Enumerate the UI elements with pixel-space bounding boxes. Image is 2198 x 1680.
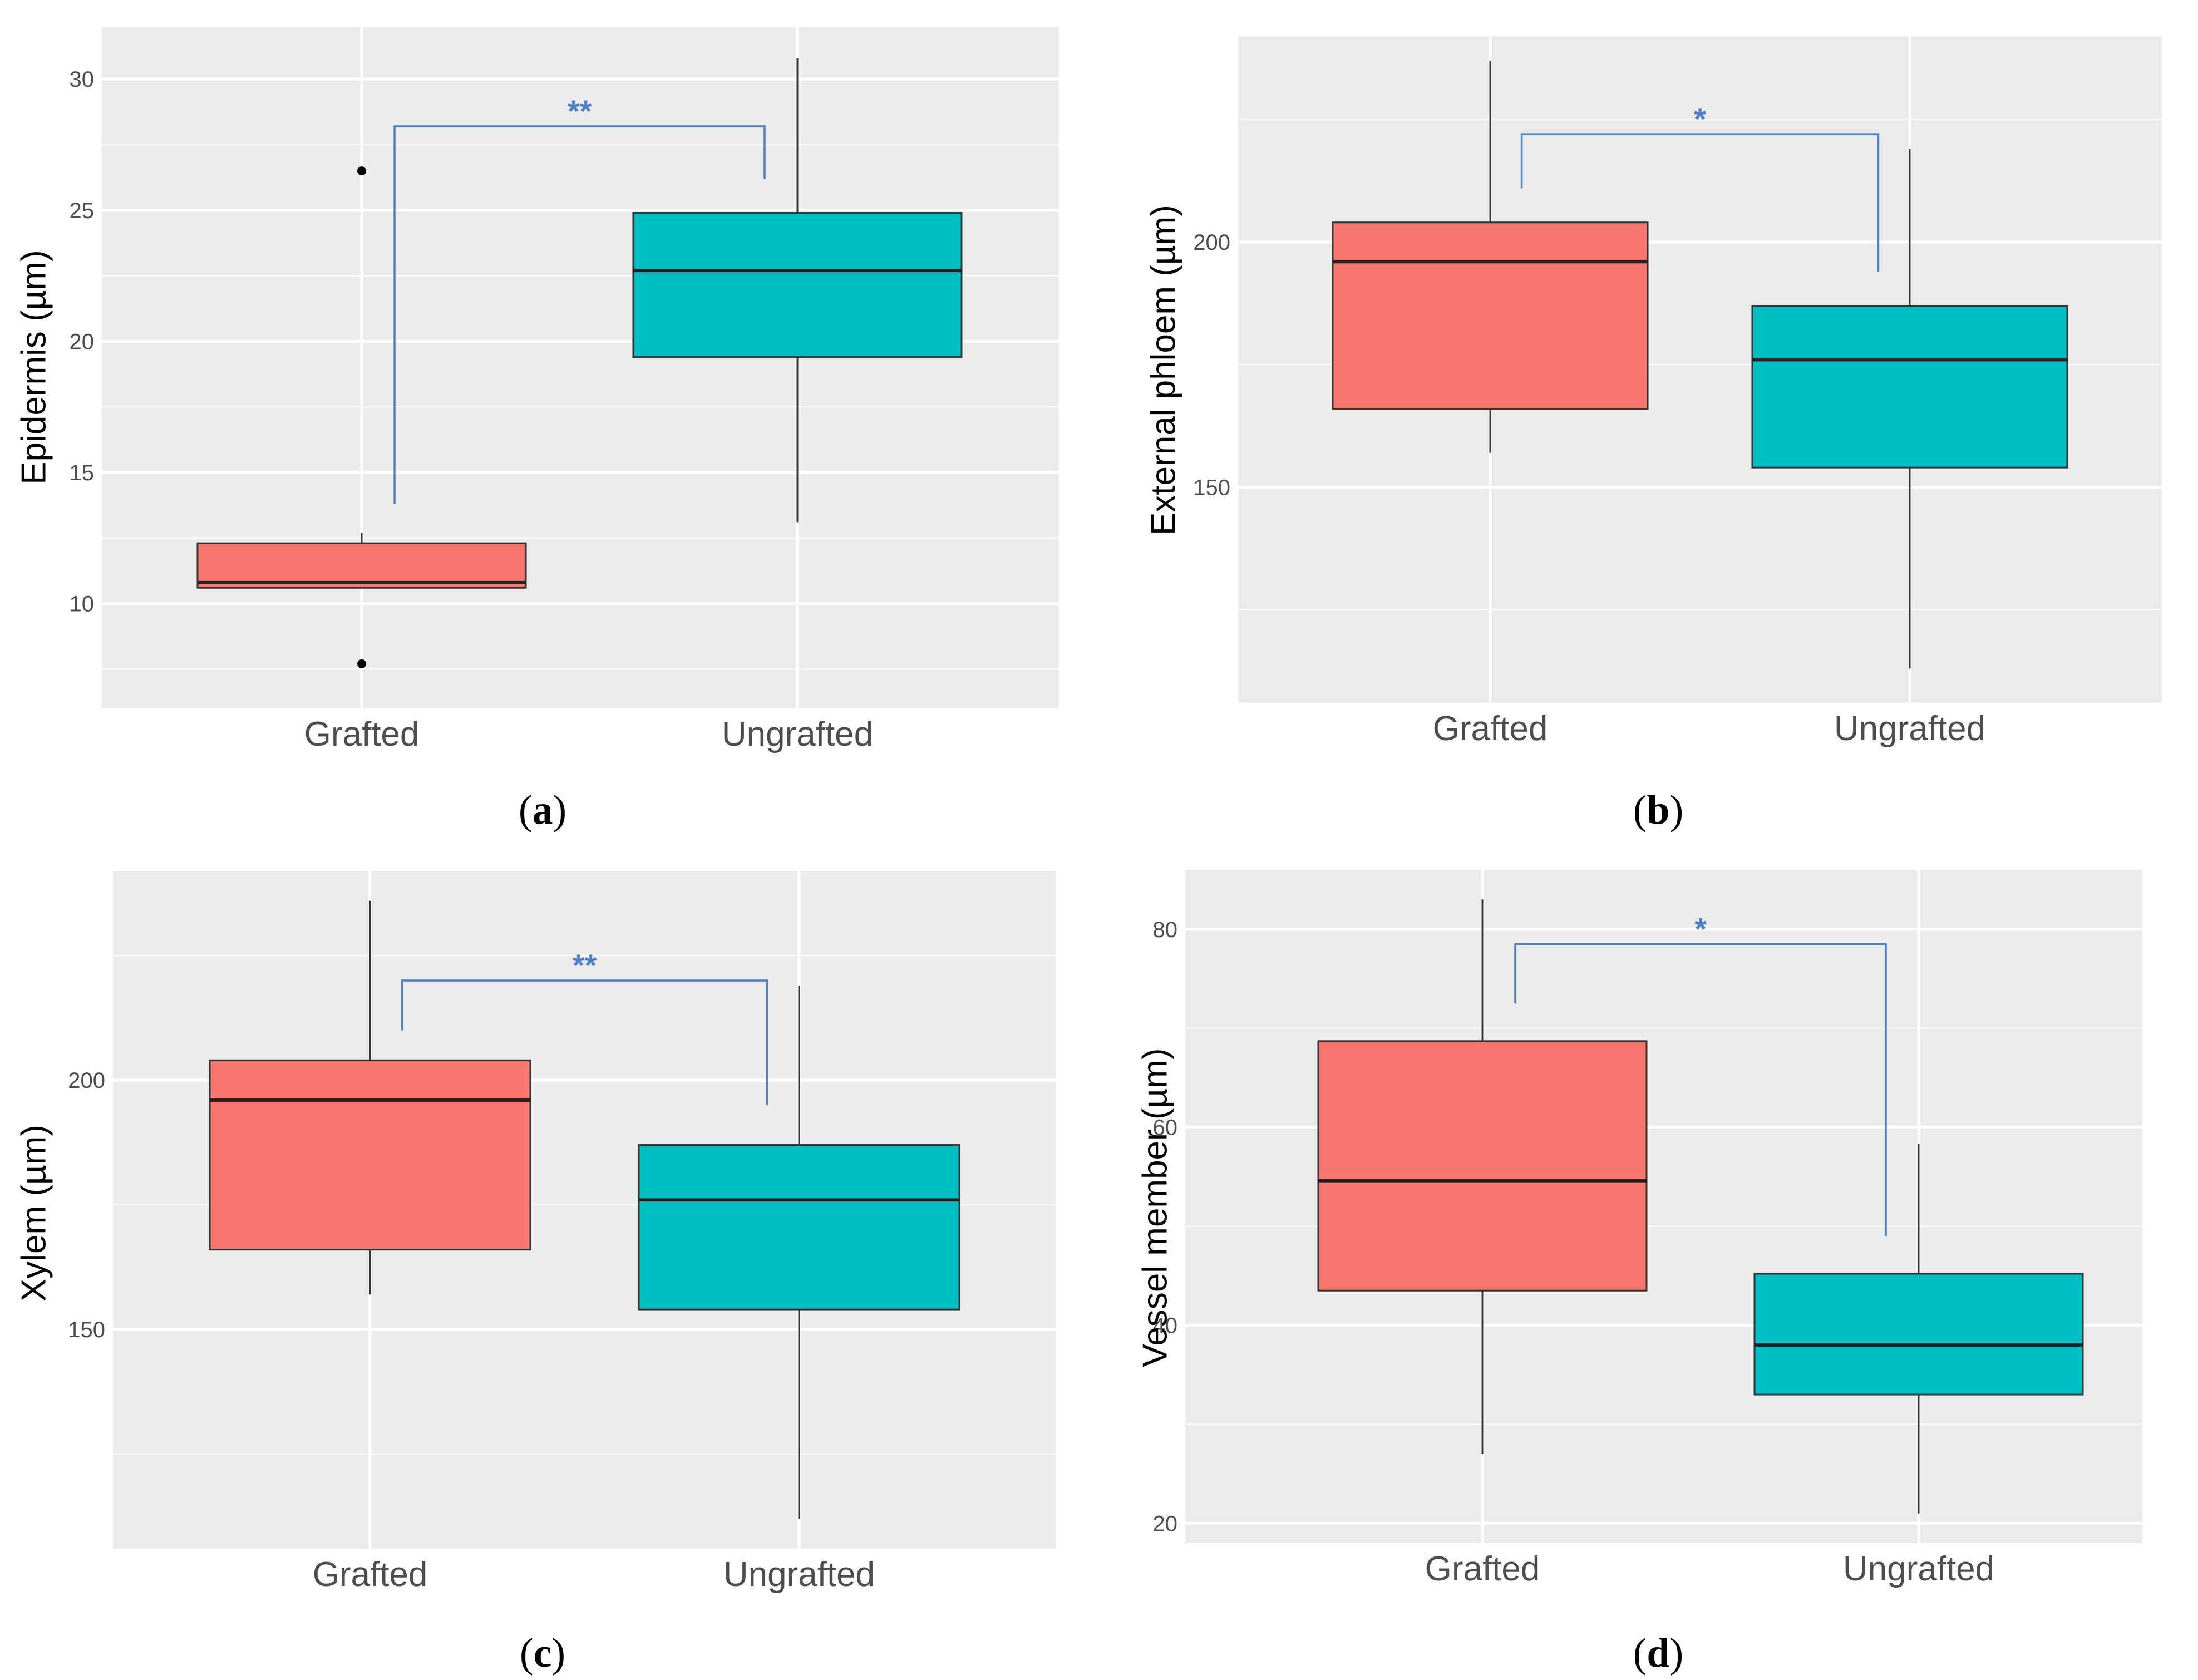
box-ungrafted xyxy=(1753,1144,2084,1514)
significance-bracket xyxy=(1520,133,1880,272)
significance-bracket xyxy=(401,979,768,1105)
x-tick-label: Ungrafted xyxy=(723,1555,875,1594)
y-tick-label: 15 xyxy=(70,461,95,485)
x-tick-label: Ungrafted xyxy=(1843,1550,1994,1588)
x-tick-label: Grafted xyxy=(1433,710,1548,748)
box-body xyxy=(638,1144,960,1311)
box-body xyxy=(1317,1040,1648,1292)
y-axis-label: External phloem (µm) xyxy=(1144,205,1182,535)
box-ungrafted xyxy=(632,58,963,523)
box-body xyxy=(1332,221,1649,410)
box-body xyxy=(632,212,963,358)
box-grafted xyxy=(1317,899,1648,1454)
box-ungrafted xyxy=(1751,149,2068,669)
panel-a: 10 15 20 25 30 ** Grafted Ungrafted Epidermis (µ… xyxy=(14,27,1059,833)
panel-label: (c) xyxy=(520,1630,565,1676)
box-body xyxy=(209,1059,531,1251)
panel-label: (a) xyxy=(519,787,566,833)
significance-bracket xyxy=(393,125,766,504)
box-grafted xyxy=(209,900,531,1295)
y-axis-label: Epidermis (µm) xyxy=(14,250,53,485)
y-tick-label: 200 xyxy=(1193,230,1230,255)
y-tick-label: 25 xyxy=(70,199,95,223)
significance-label: ** xyxy=(568,93,592,129)
significance-bracket xyxy=(1514,943,1887,1236)
y-tick-label: 150 xyxy=(68,1318,105,1342)
panel-b: 150 200 * Grafted Ungrafted External phloem (… xyxy=(1144,36,2162,833)
panel-d: 20 40 60 80 * Grafted Ungrafted Vessel member (… xyxy=(1136,870,2142,1676)
x-tick-label: Grafted xyxy=(313,1555,428,1594)
y-tick-label: 10 xyxy=(70,592,95,617)
box-grafted xyxy=(1332,61,1649,453)
outlier-point xyxy=(357,659,366,668)
outlier-point xyxy=(357,166,366,176)
y-axis-label: Vessel member (µm) xyxy=(1136,1048,1174,1367)
plot-background xyxy=(102,27,1059,708)
y-tick-label: 20 xyxy=(1153,1511,1178,1536)
panel-label: (d) xyxy=(1633,1630,1683,1676)
x-tick-label: Grafted xyxy=(1425,1550,1540,1588)
y-tick-label: 80 xyxy=(1153,918,1178,942)
y-tick-label: 200 xyxy=(68,1068,105,1093)
significance-label: * xyxy=(1694,101,1706,136)
significance-label: * xyxy=(1694,911,1707,946)
box-body xyxy=(1753,1273,2084,1396)
box-ungrafted xyxy=(638,985,960,1519)
y-axis-label: Xylem (µm) xyxy=(14,1125,53,1302)
y-tick-label: 20 xyxy=(70,329,95,354)
significance-label: ** xyxy=(573,948,597,983)
y-tick-label: 150 xyxy=(1193,475,1230,500)
x-tick-label: Ungrafted xyxy=(722,715,873,753)
box-body xyxy=(1751,304,2068,469)
box-body xyxy=(196,542,527,589)
y-tick-label: 60 xyxy=(1153,1116,1178,1140)
panel-label: (b) xyxy=(1633,787,1683,833)
x-tick-label: Grafted xyxy=(304,715,420,753)
panel-c: 150 200 ** Grafted Ungrafted Xylem (µm) (c) xyxy=(14,871,1056,1676)
y-tick-label: 30 xyxy=(70,67,95,92)
y-tick-label: 40 xyxy=(1153,1314,1178,1338)
x-tick-label: Ungrafted xyxy=(1834,710,1985,748)
box-grafted xyxy=(196,166,527,668)
